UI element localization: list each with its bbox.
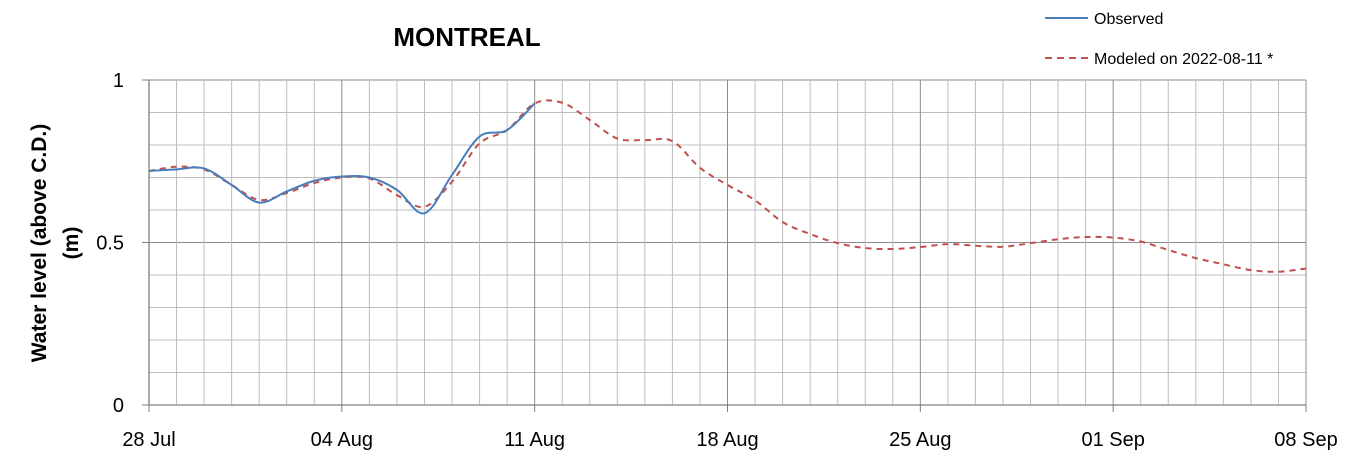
x-tick-label: 18 Aug: [696, 429, 758, 451]
x-tick-label: 11 Aug: [504, 429, 565, 451]
x-tick-label: 04 Aug: [311, 429, 373, 451]
x-tick-label: 01 Sep: [1081, 429, 1144, 451]
grid: [149, 79, 1307, 405]
y-axis-label-line-2: (m): [60, 227, 83, 260]
y-axis-label-line-1: Water level (above C.D.): [28, 124, 51, 362]
y-tick-label: 1: [113, 70, 124, 92]
legend-modeled-label: Modeled on 2022-08-11 *: [1094, 51, 1273, 68]
y-tick-label: 0.5: [96, 233, 124, 255]
x-tick-label: 25 Aug: [889, 429, 951, 451]
series-lines: [148, 99, 1307, 273]
x-tick-label: 08 Sep: [1274, 429, 1337, 451]
x-tick-label: 28 Jul: [122, 429, 175, 451]
legend-observed-label: Observed: [1094, 11, 1163, 28]
legend: Observed Modeled on 2022-08-11 *: [1045, 11, 1273, 68]
observed-line: [148, 102, 536, 215]
tick-labels: 0 0.5 1 28 Jul 04 Aug 11 Aug 18 Aug 25 Aug 01 Se…: [96, 70, 1338, 451]
y-axis-label: Water level (above C.D.) (m): [28, 124, 83, 362]
axis-ticks: [142, 79, 1307, 412]
y-tick-label: 0: [113, 395, 124, 417]
chart-title: MONTREAL: [393, 22, 540, 52]
